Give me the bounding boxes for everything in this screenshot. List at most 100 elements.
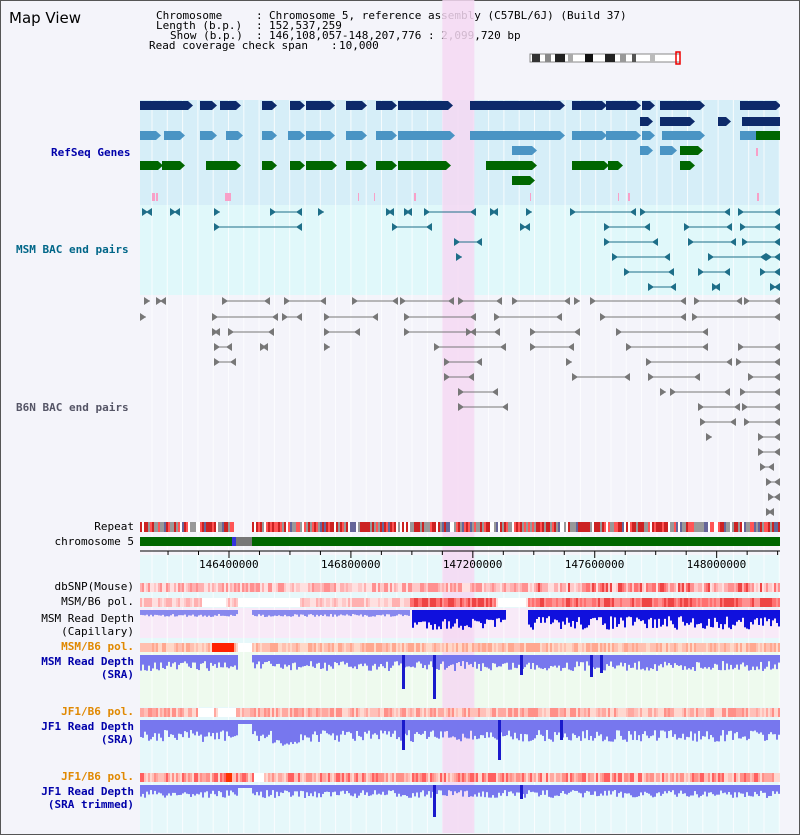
jf1-sra-depth-bar	[654, 720, 656, 731]
dbsnp-cell	[708, 583, 710, 592]
msm-bac-pair-end	[644, 223, 650, 231]
jf1-pol-2-cell	[476, 773, 478, 782]
dbsnp-cell	[424, 583, 426, 592]
msm-cap-depth-bar	[420, 610, 422, 623]
jf1-trim-depth-bar	[518, 785, 520, 793]
msm-sra-depth-bar	[236, 655, 238, 670]
jf1-trim-depth-bar	[402, 785, 404, 796]
jf1-pol-2-cell	[306, 773, 308, 782]
repeat-element	[334, 522, 336, 532]
msm-cap-depth-bar	[446, 610, 448, 629]
jf1-pol-cell	[416, 708, 418, 717]
jf1-pol-cell	[682, 708, 684, 717]
repeat-element	[500, 522, 502, 532]
jf1-pol-cell	[532, 708, 534, 717]
msm-pol-sra-cell	[682, 643, 684, 652]
msm-sra-depth-bar	[740, 655, 742, 665]
msm-cap-depth-bar	[366, 610, 368, 616]
jf1-pol-cell	[774, 708, 776, 717]
msm-sra-depth-bar	[320, 655, 322, 670]
dbsnp-cell	[384, 583, 386, 592]
jf1-pol-cell	[220, 708, 222, 717]
msm-cap-depth-bar	[330, 610, 332, 615]
jf1-pol-2-cell	[660, 773, 662, 782]
jf1-trim-depth-bar	[240, 785, 242, 788]
jf1-pol-cell	[254, 708, 256, 717]
jf1-sra-depth-bar	[768, 720, 770, 735]
dbsnp-cell	[758, 583, 760, 592]
msm-sra-depth-bar	[594, 655, 596, 669]
jf1-trim-depth-bar	[712, 785, 714, 795]
msm-pol-cell	[176, 598, 178, 607]
jf1-pol-2-cell	[714, 773, 716, 782]
msm-cap-depth-bar	[580, 610, 582, 625]
b6n-bac-pair-end	[564, 297, 570, 305]
repeat-element	[724, 522, 726, 532]
msm-pol-sra-cell	[380, 643, 382, 652]
msm-bac-pair-end	[524, 223, 530, 231]
jf1-pol-2-cell	[508, 773, 510, 782]
jf1-pol-2-cell	[526, 773, 528, 782]
jf1-sra-depth-bar	[450, 720, 452, 738]
msm-pol-cell	[378, 598, 380, 607]
jf1-sra-depth-bar	[410, 720, 412, 742]
msm-cap-depth-bar	[642, 610, 644, 621]
jf1-sra-depth-bar	[534, 720, 536, 739]
repeat-element	[656, 522, 658, 532]
msm-pol-sra-cell	[222, 643, 224, 652]
dbsnp-cell	[224, 583, 226, 592]
msm-pol-cell	[192, 598, 194, 607]
dbsnp-cell	[346, 583, 348, 592]
repeat-element	[170, 522, 172, 532]
jf1-trim-depth-bar	[628, 785, 630, 794]
msm-pol-cell	[590, 598, 592, 607]
repeat-element	[652, 522, 654, 532]
msm-pol-cell	[196, 598, 198, 607]
jf1-trim-depth-bar	[640, 785, 642, 793]
msm-sra-depth-bar	[284, 655, 286, 665]
jf1-pol-cell	[624, 708, 626, 717]
msm-pol-cell	[654, 598, 656, 607]
jf1-pol-cell	[676, 708, 678, 717]
jf1-trim-depth-bar	[398, 785, 400, 794]
dbsnp-cell	[740, 583, 742, 592]
jf1-pol-2-cell	[682, 773, 684, 782]
dbsnp-cell	[338, 583, 340, 592]
msm-cap-depth-bar	[670, 610, 672, 621]
jf1-trim-depth-bar	[740, 785, 742, 794]
repeat-element	[160, 522, 162, 532]
jf1-pol-cell	[730, 708, 732, 717]
msm-sra-depth-bar	[760, 655, 762, 662]
jf1-sra-depth-bar	[270, 720, 272, 731]
dbsnp-cell	[236, 583, 238, 592]
jf1-sra-depth-bar	[616, 720, 618, 731]
jf1-pol-2-cell	[416, 773, 418, 782]
jf1-sra-depth-bar	[536, 720, 538, 736]
repeat-element	[694, 522, 696, 532]
msm-cap-depth-bar	[474, 610, 476, 621]
repeat-element	[600, 522, 602, 532]
repeat-element	[374, 522, 376, 532]
msm-bac-pair-end	[760, 253, 766, 261]
msm-pol-sra-cell	[216, 643, 218, 652]
jf1-pol-2-cell	[338, 773, 340, 782]
jf1-trim-depth-bar	[468, 785, 470, 797]
msm-pol-cell	[546, 598, 548, 607]
dbsnp-cell	[728, 583, 730, 592]
repeat-element	[146, 522, 148, 532]
msm-pol-cell	[528, 598, 530, 607]
refseq-gene	[470, 101, 560, 110]
dbsnp-cell	[774, 583, 776, 592]
msm-pol-sra-cell	[260, 643, 262, 652]
repeat-element	[752, 522, 754, 532]
jf1-pol-cell	[332, 708, 334, 717]
repeat-element	[630, 522, 632, 532]
jf1-trim-depth-bar	[636, 785, 638, 797]
msm-bac-pair-end	[730, 238, 736, 246]
jf1-pol-2-cell	[612, 773, 614, 782]
msm-sra-depth-bar	[392, 655, 394, 666]
jf1-pol-2-cell	[370, 773, 372, 782]
msm-pol-sra-cell	[324, 643, 326, 652]
msm-cap-depth-bar	[344, 610, 346, 616]
